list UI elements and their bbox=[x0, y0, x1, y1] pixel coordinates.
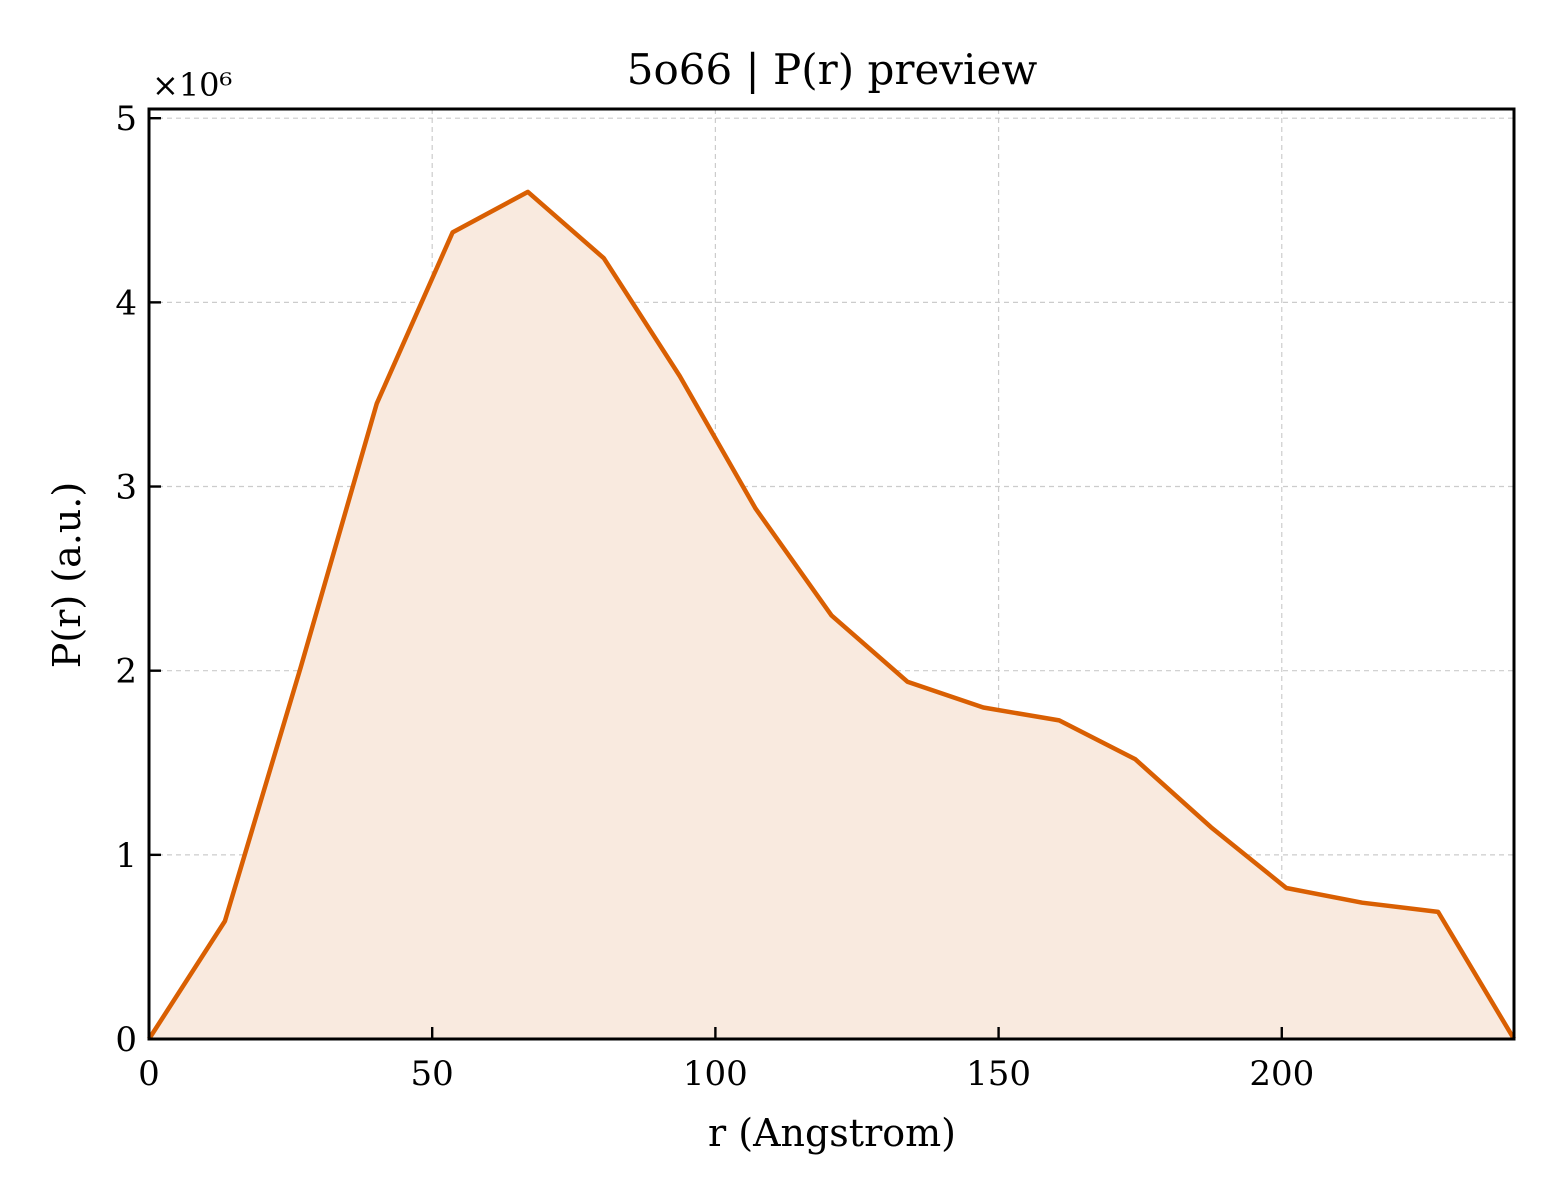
y-multiplier-label: ×10⁶ bbox=[152, 66, 232, 104]
x-axis-label: r (Angstrom) bbox=[708, 1111, 956, 1155]
y-tick-label: 5 bbox=[115, 99, 137, 139]
y-tick-label: 3 bbox=[115, 468, 137, 508]
x-tick-label: 100 bbox=[683, 1054, 748, 1094]
pr-series-line bbox=[147, 189, 1516, 1041]
x-tick-label: 200 bbox=[1249, 1054, 1314, 1094]
x-tick-label: 0 bbox=[138, 1054, 160, 1094]
chart-title: 5o66 | P(r) preview bbox=[627, 45, 1038, 94]
tick-layer: 0 50 100 150 200 0 1 2 3 4 5 bbox=[115, 99, 1314, 1094]
y-tick-label: 0 bbox=[115, 1020, 137, 1060]
x-tick-label: 150 bbox=[966, 1054, 1031, 1094]
x-tick-label: 50 bbox=[411, 1054, 454, 1094]
y-tick-label: 2 bbox=[115, 652, 137, 692]
y-tick-label: 1 bbox=[115, 836, 137, 876]
plot-frame bbox=[147, 107, 1516, 1041]
y-axis-label: P(r) (a.u.) bbox=[45, 482, 89, 668]
y-tick-label: 4 bbox=[115, 283, 137, 323]
